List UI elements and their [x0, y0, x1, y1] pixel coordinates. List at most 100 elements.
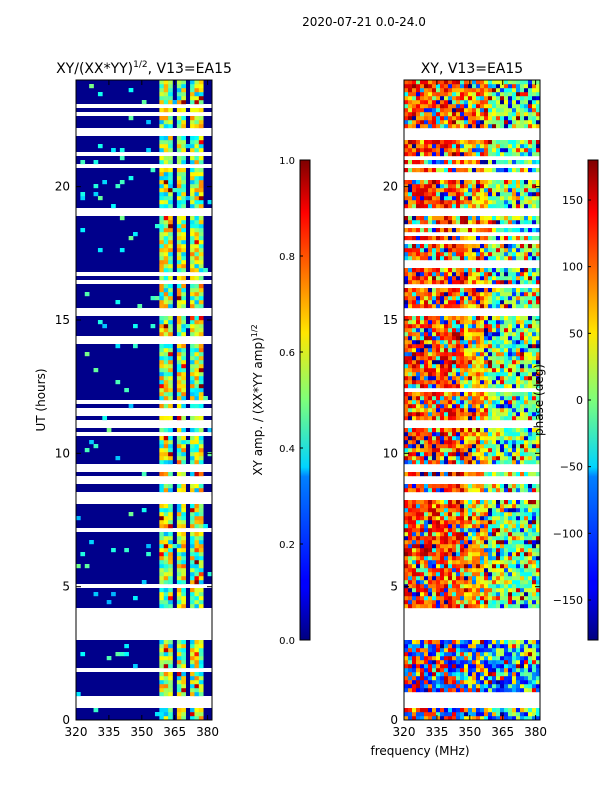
heatmap-cell — [468, 708, 473, 713]
heatmap-cell — [404, 292, 409, 297]
heatmap-cell — [476, 220, 481, 225]
heatmap-cell — [448, 712, 453, 717]
heatmap-cell — [416, 596, 421, 601]
heatmap-cell — [496, 300, 501, 305]
heatmap-cell — [508, 352, 513, 357]
heatmap-cell — [432, 188, 437, 193]
heatmap-cell — [440, 660, 445, 665]
heatmap-cell — [504, 204, 509, 209]
heatmap-cell — [444, 640, 449, 645]
heatmap-cell — [404, 568, 409, 573]
heatmap-cell — [424, 592, 429, 597]
heatmap-cell — [198, 416, 204, 421]
heatmap-cell — [464, 536, 469, 541]
heatmap-cell — [190, 548, 195, 553]
heatmap-cell — [412, 640, 417, 645]
heatmap-cell — [524, 188, 529, 193]
heatmap-cell — [404, 400, 409, 405]
heatmap-cell — [504, 684, 509, 689]
heatmap-cell — [476, 456, 481, 461]
heatmap-cell — [472, 236, 477, 241]
heatmap-cell — [163, 180, 169, 185]
heatmap-cell — [524, 196, 529, 201]
heatmap-cell — [516, 336, 521, 341]
heatmap-cell — [476, 508, 481, 513]
heatmap-cell — [464, 372, 469, 377]
heatmap-cell — [408, 488, 413, 493]
heatmap-cell — [84, 292, 90, 297]
heatmap-cell — [488, 712, 493, 717]
heatmap-cell — [181, 216, 186, 221]
heatmap-cell — [492, 576, 497, 581]
heatmap-cell — [480, 600, 485, 605]
heatmap-cell — [432, 552, 437, 557]
heatmap-cell — [468, 280, 473, 285]
heatmap-cell — [416, 412, 421, 417]
heatmap-cell — [181, 588, 186, 593]
heatmap-row — [159, 200, 213, 205]
heatmap-row — [404, 636, 540, 640]
heatmap-cell — [176, 236, 182, 241]
heatmap-cell — [432, 332, 437, 337]
heatmap-cell — [524, 268, 529, 273]
heatmap-cell — [456, 244, 461, 249]
heatmap-cell — [520, 548, 525, 553]
heatmap-cell — [424, 276, 429, 281]
heatmap-cell — [484, 416, 489, 421]
heatmap-cell — [428, 220, 433, 225]
heatmap-cell — [432, 344, 437, 349]
heatmap-cell — [408, 204, 413, 209]
heatmap-cell — [416, 512, 421, 517]
heatmap-cell — [484, 440, 489, 445]
heatmap-cell — [444, 364, 449, 369]
heatmap-row — [146, 544, 204, 549]
heatmap-cell — [198, 276, 204, 281]
heatmap-row — [154, 224, 204, 229]
heatmap-cell — [532, 528, 537, 533]
heatmap-cell — [528, 532, 533, 537]
heatmap-row — [159, 524, 208, 529]
heatmap-cell — [190, 220, 195, 225]
heatmap-cell — [460, 604, 465, 609]
heatmap-cell — [404, 372, 409, 377]
heatmap-cell — [181, 224, 186, 229]
heatmap-row — [137, 304, 204, 309]
heatmap-cell — [464, 456, 469, 461]
heatmap-cell — [181, 356, 186, 361]
heatmap-cell — [412, 584, 417, 589]
heatmap-cell — [456, 436, 461, 441]
heatmap-cell — [159, 156, 165, 161]
heatmap-cell — [404, 512, 409, 517]
heatmap-cell — [412, 236, 417, 241]
heatmap-cell — [190, 80, 195, 85]
heatmap-cell — [448, 276, 453, 281]
heatmap-cell — [198, 564, 204, 569]
heatmap-cell — [520, 524, 525, 529]
flagged-row — [404, 424, 540, 428]
heatmap-cell — [536, 652, 541, 657]
heatmap-cell — [168, 472, 173, 477]
heatmap-cell — [456, 524, 461, 529]
heatmap-cell — [440, 328, 445, 333]
heatmap-cell — [432, 524, 437, 529]
heatmap-cell — [412, 292, 417, 297]
heatmap-cell — [444, 516, 449, 521]
heatmap-cell — [440, 448, 445, 453]
heatmap-cell — [198, 436, 204, 441]
heatmap-cell — [520, 256, 525, 261]
heatmap-cell — [163, 300, 169, 305]
heatmap-cell — [484, 452, 489, 457]
heatmap-cell — [508, 452, 513, 457]
heatmap-cell — [528, 588, 533, 593]
heatmap-cell — [536, 244, 541, 249]
heatmap-cell — [516, 356, 521, 361]
heatmap-cell — [488, 452, 493, 457]
heatmap-cell — [504, 196, 509, 201]
heatmap-cell — [163, 108, 169, 113]
heatmap-cell — [440, 304, 445, 309]
heatmap-cell — [424, 484, 429, 489]
heatmap-cell — [408, 252, 413, 257]
heatmap-cell — [440, 520, 445, 525]
heatmap-cell — [176, 396, 182, 401]
heatmap-cell — [194, 244, 200, 249]
